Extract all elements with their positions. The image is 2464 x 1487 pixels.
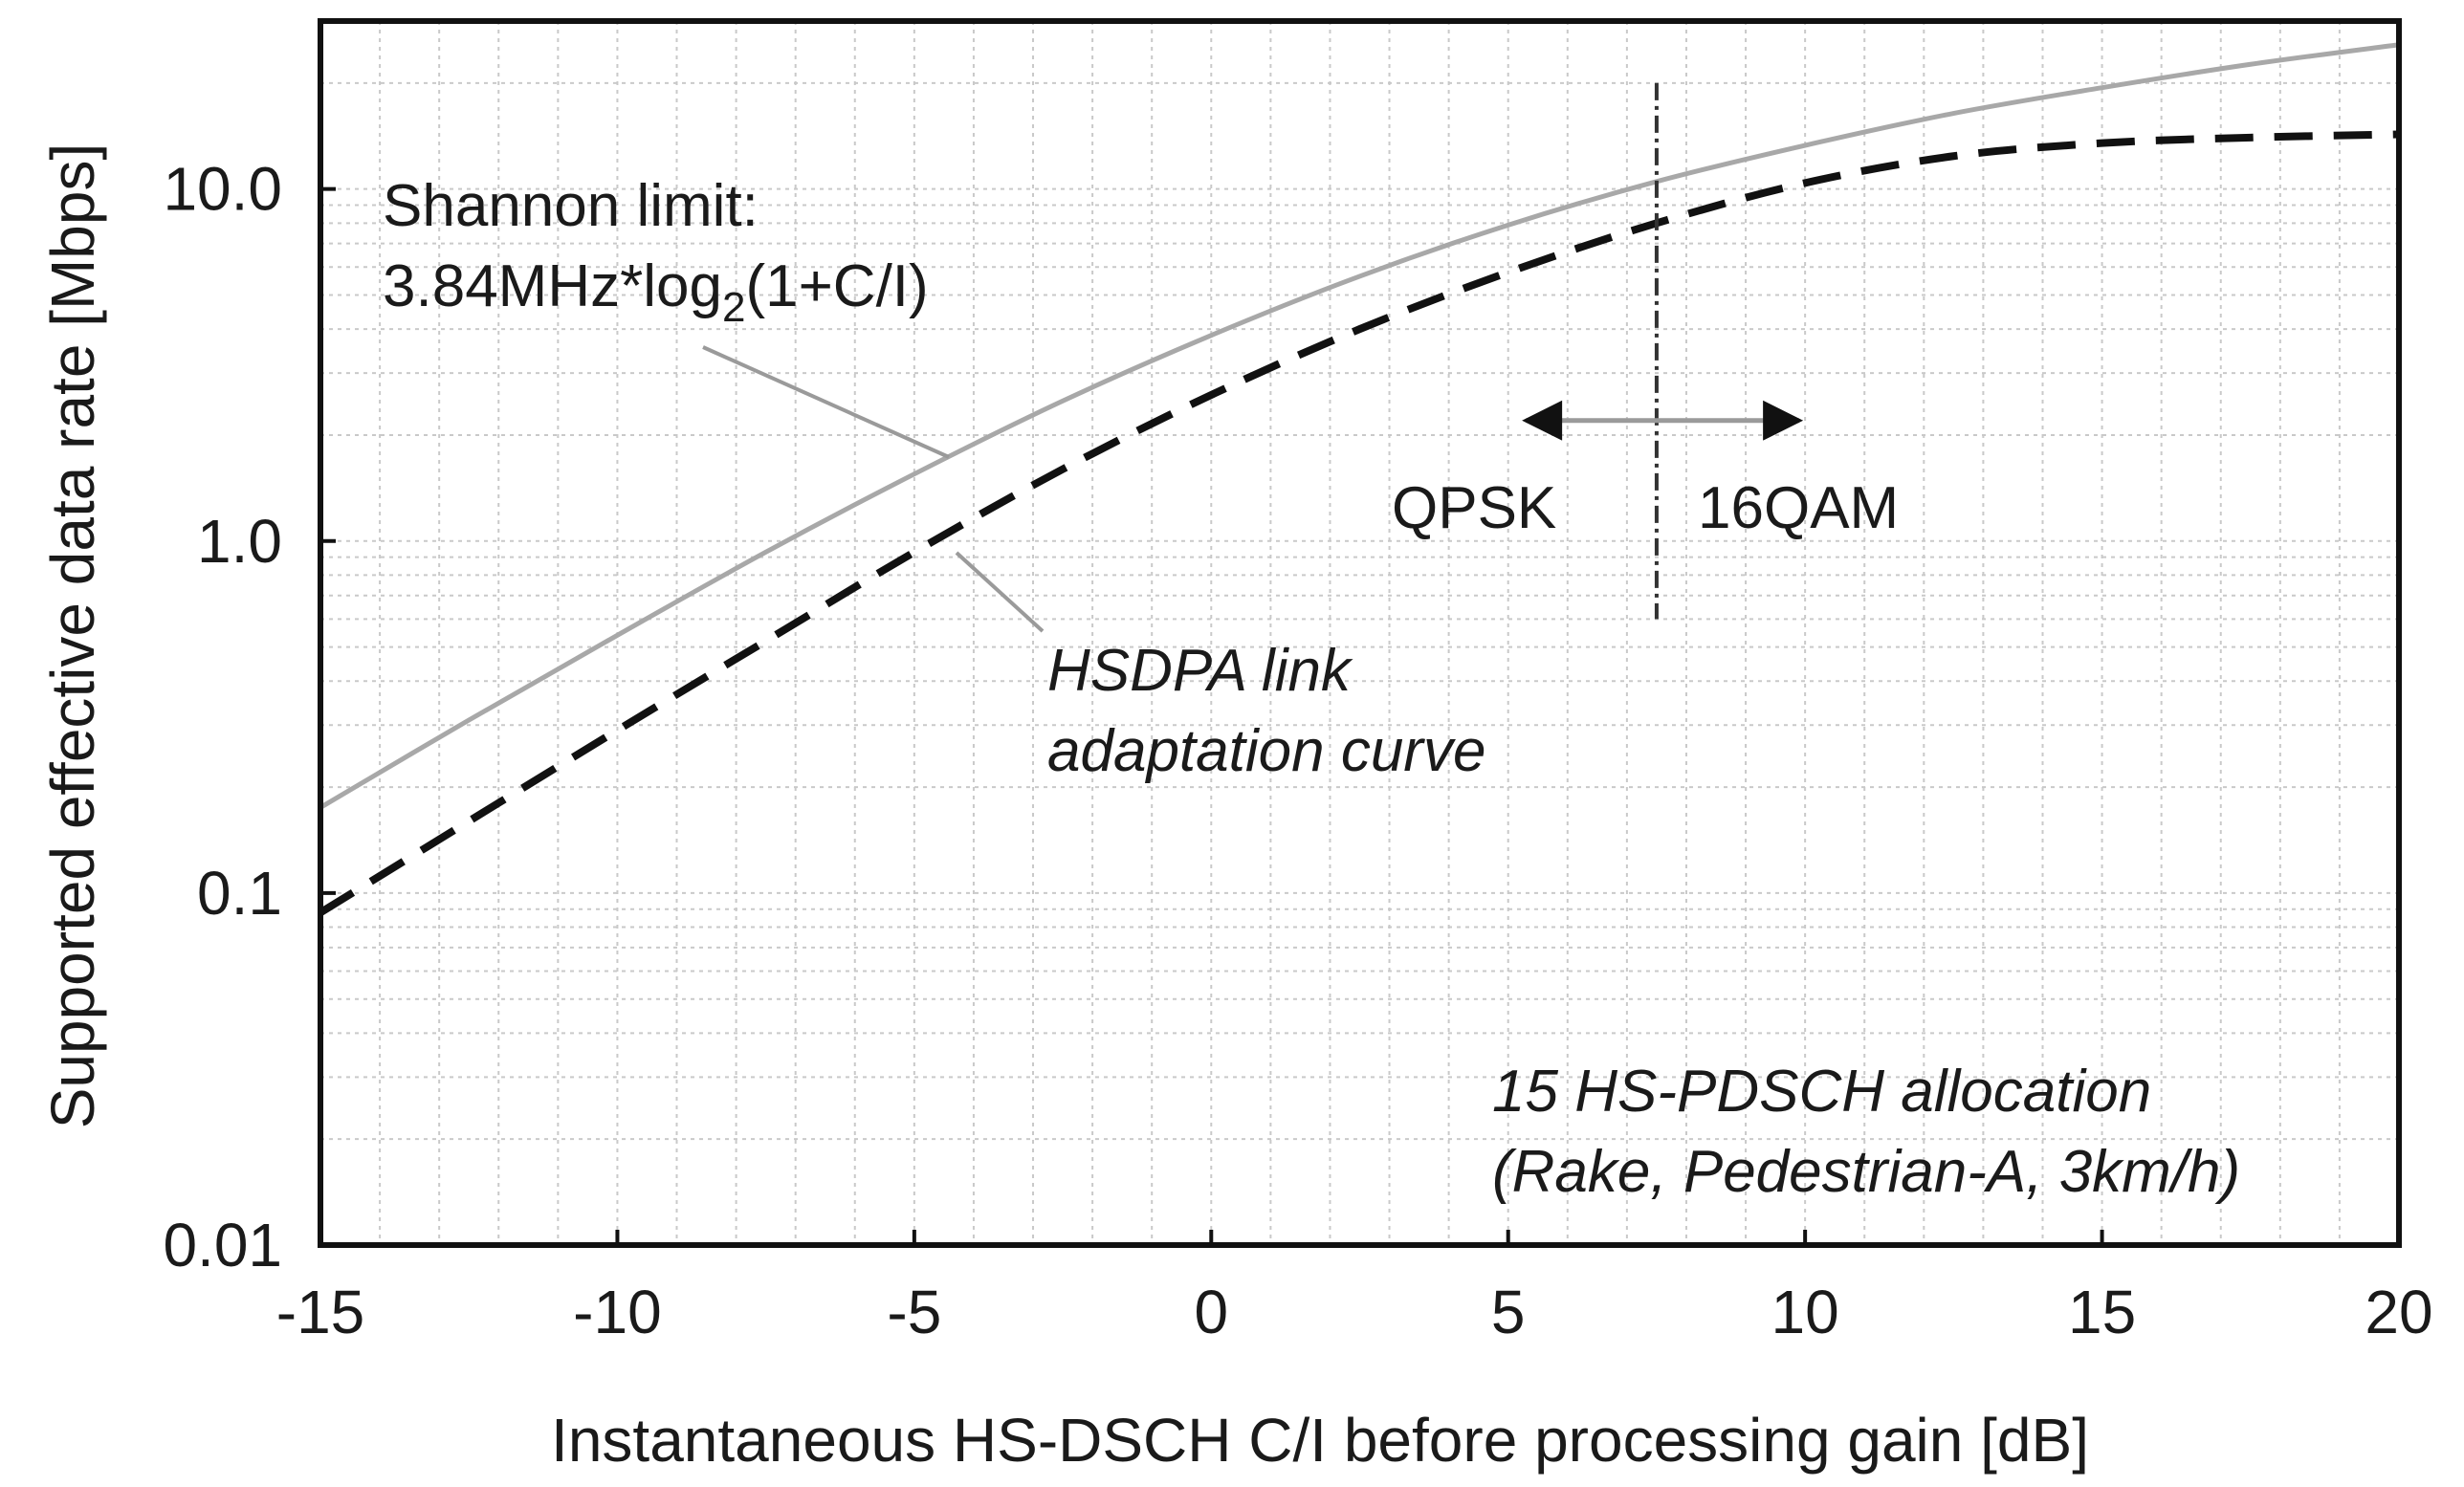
shannon-label-line1: Shannon limit:: [383, 173, 759, 239]
y-tick-label: 1.0: [197, 507, 282, 576]
x-tick-label: 10: [1771, 1278, 1839, 1346]
y-axis-title: Supported effective data rate [Mbps]: [38, 143, 107, 1129]
hsdpa-label-line1: HSDPA link: [1047, 638, 1353, 704]
x-tick-label: 15: [2068, 1278, 2136, 1346]
series-line-shannon-limit: [319, 42, 2400, 810]
plot-frame: [318, 18, 2402, 1248]
series-layer: [318, 42, 2400, 916]
shannon-formula-rest: (1+C/I): [745, 253, 928, 319]
x-tick-label: 0: [1194, 1278, 1228, 1346]
shannon-leader-line: [702, 345, 950, 459]
series-line-hsdpa-link-adaptation: [318, 130, 2400, 916]
allocation-label-line1: 15 HS-PDSCH allocation: [1492, 1059, 2151, 1125]
x-axis-title: Instantaneous HS-DSCH C/I before process…: [551, 1406, 2089, 1475]
shannon-label-line2: 3.84MHz*log2(1+C/I): [383, 253, 929, 331]
x-tick-label: -10: [573, 1278, 662, 1346]
hsdpa-leader-line: [955, 551, 1045, 633]
tick-layer: -15 -10 -5 0 5 10 15 20 0.01 0.1 1.0 10.0: [163, 155, 2432, 1346]
hsdpa-label-line2: adaptation curve: [1047, 718, 1485, 784]
shannon-formula-main: 3.84MHz*log: [383, 253, 722, 319]
x-tick-label: 20: [2365, 1278, 2432, 1346]
y-tick-label: 0.1: [197, 859, 282, 928]
marker-layer: [1522, 82, 1804, 620]
y-tick-label: 0.01: [163, 1211, 282, 1279]
allocation-label-line2: (Rake, Pedestrian-A, 3km/h): [1492, 1139, 2240, 1205]
x-tick-label: 5: [1491, 1278, 1526, 1346]
x-tick-label: -5: [887, 1278, 941, 1346]
grid-layer: [320, 21, 2399, 1245]
qpsk-label: QPSK: [1392, 475, 1556, 541]
x-tick-label: -15: [276, 1278, 365, 1346]
y-tick-label: 10.0: [163, 155, 282, 224]
16qam-label: 16QAM: [1698, 475, 1899, 541]
shannon-formula-subscript: 2: [722, 284, 745, 331]
